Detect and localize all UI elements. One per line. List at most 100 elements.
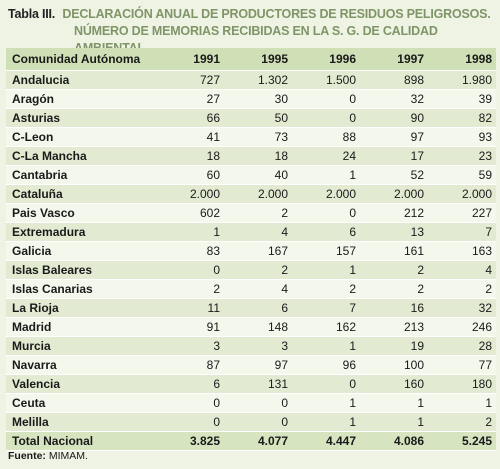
- row-label: C-Leon: [6, 127, 156, 147]
- cell: 100: [360, 355, 428, 375]
- row-label: Navarra: [6, 355, 156, 375]
- cell: 6: [156, 374, 224, 394]
- cell: 7: [292, 298, 360, 318]
- cell: 246: [428, 317, 496, 337]
- row-label: Aragón: [6, 89, 156, 109]
- cell: 4: [224, 279, 292, 299]
- cell: 1: [292, 393, 360, 413]
- cell: 2.000: [360, 184, 428, 204]
- cell: 2: [292, 279, 360, 299]
- cell: 2.000: [428, 184, 496, 204]
- column-header: 1998: [428, 48, 496, 71]
- table-row: Asturias 66 50 0 90 82: [6, 108, 496, 128]
- title-line: DECLARACIÓN ANUAL DE PRODUCTORES DE RESI…: [62, 7, 491, 21]
- cell: 18: [156, 146, 224, 166]
- cell: 4: [224, 222, 292, 242]
- cell: 60: [156, 165, 224, 185]
- cell: 2.000: [156, 184, 224, 204]
- row-label: Extremadura: [6, 222, 156, 242]
- cell: 2: [224, 260, 292, 280]
- table-row: Islas Canarias 2 4 2 2 2: [6, 279, 496, 299]
- cell: 0: [292, 203, 360, 223]
- table-row: C-La Mancha 18 18 24 17 23: [6, 146, 496, 166]
- table-row: La Rioja 11 6 7 16 32: [6, 298, 496, 318]
- cell: 88: [292, 127, 360, 147]
- table-row: C-Leon 41 73 88 97 93: [6, 127, 496, 147]
- footer: Fuente: MIMAM.: [8, 450, 88, 462]
- table-row: Valencia 6 131 0 160 180: [6, 374, 496, 394]
- cell: 91: [156, 317, 224, 337]
- footer-source: MIMAM.: [48, 450, 88, 462]
- cell: 1: [292, 336, 360, 356]
- column-header: 1997: [360, 48, 428, 71]
- cell: 23: [428, 146, 496, 166]
- cell: 602: [156, 203, 224, 223]
- cell: 83: [156, 241, 224, 261]
- table-row: Madrid 91 148 162 213 246: [6, 317, 496, 337]
- cell: 0: [156, 260, 224, 280]
- row-label: Asturias: [6, 108, 156, 128]
- cell: 97: [224, 355, 292, 375]
- cell: 2: [428, 279, 496, 299]
- table-row: Aragón 27 30 0 32 39: [6, 89, 496, 109]
- cell: 1: [292, 165, 360, 185]
- cell: 1: [156, 222, 224, 242]
- cell: 16: [360, 298, 428, 318]
- cell: 131: [224, 374, 292, 394]
- total-cell: 5.245: [428, 431, 496, 451]
- cell: 6: [224, 298, 292, 318]
- cell: 93: [428, 127, 496, 147]
- title-label: Tabla III.: [8, 7, 56, 21]
- cell: 0: [156, 412, 224, 432]
- cell: 1.500: [292, 70, 360, 90]
- table-row: Extremadura 1 4 6 13 7: [6, 222, 496, 242]
- cell: 180: [428, 374, 496, 394]
- cell: 2: [428, 412, 496, 432]
- row-label: Islas Baleares: [6, 260, 156, 280]
- table-row: Melilla 0 0 1 1 2: [6, 412, 496, 432]
- cell: 18: [224, 146, 292, 166]
- cell: 161: [360, 241, 428, 261]
- row-label: Ceuta: [6, 393, 156, 413]
- cell: 40: [224, 165, 292, 185]
- cell: 0: [224, 412, 292, 432]
- cell: 157: [292, 241, 360, 261]
- cell: 6: [292, 222, 360, 242]
- cell: 3: [224, 336, 292, 356]
- row-label: Murcia: [6, 336, 156, 356]
- cell: 17: [360, 146, 428, 166]
- cell: 2: [360, 279, 428, 299]
- table-row: Murcia 3 3 1 19 28: [6, 336, 496, 356]
- cell: 162: [292, 317, 360, 337]
- row-label: Pais Vasco: [6, 203, 156, 223]
- total-cell: 4.077: [224, 431, 292, 451]
- column-header: 1995: [224, 48, 292, 71]
- cell: 727: [156, 70, 224, 90]
- cell: 66: [156, 108, 224, 128]
- cell: 52: [360, 165, 428, 185]
- cell: 2: [156, 279, 224, 299]
- cell: 96: [292, 355, 360, 375]
- table-row: Islas Baleares 0 2 1 2 4: [6, 260, 496, 280]
- cell: 163: [428, 241, 496, 261]
- cell: 30: [224, 89, 292, 109]
- cell: 1: [360, 393, 428, 413]
- cell: 11: [156, 298, 224, 318]
- cell: 82: [428, 108, 496, 128]
- cell: 0: [224, 393, 292, 413]
- cell: 0: [156, 393, 224, 413]
- cell: 24: [292, 146, 360, 166]
- row-label: Islas Canarias: [6, 279, 156, 299]
- cell: 167: [224, 241, 292, 261]
- cell: 41: [156, 127, 224, 147]
- column-header: 1996: [292, 48, 360, 71]
- cell: 73: [224, 127, 292, 147]
- table-row: Galicia 83 167 157 161 163: [6, 241, 496, 261]
- total-row: Total Nacional 3.825 4.077 4.447 4.086 5.245: [6, 431, 496, 451]
- table-row: Cataluña 2.000 2.000 2.000 2.000 2.000: [6, 184, 496, 204]
- cell: 0: [292, 89, 360, 109]
- total-cell: 4.447: [292, 431, 360, 451]
- cell: 0: [292, 374, 360, 394]
- cell: 28: [428, 336, 496, 356]
